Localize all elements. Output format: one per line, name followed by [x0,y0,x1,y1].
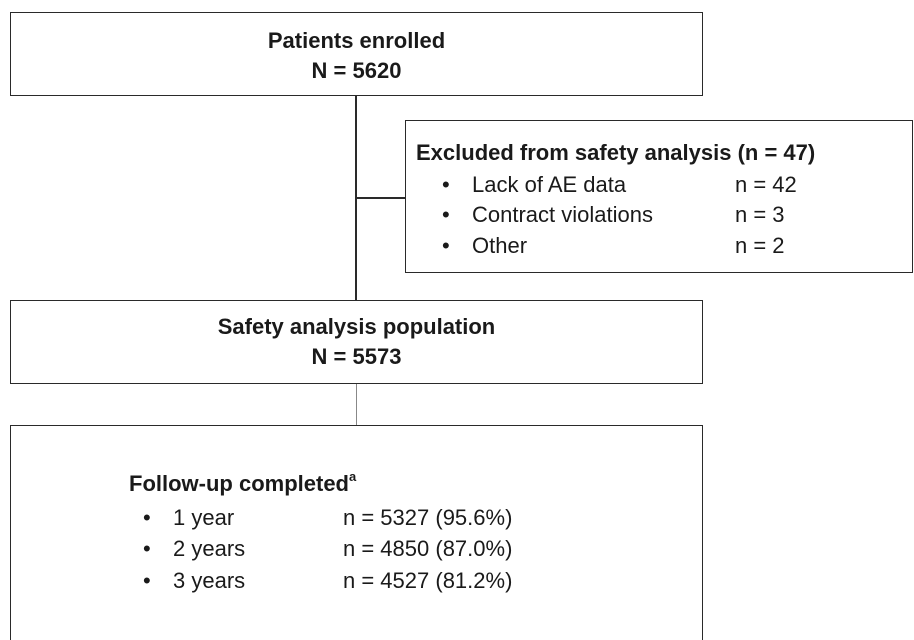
box-title: Patients enrolled [267,28,446,53]
item-count: n = 5327 (95.6%) [343,505,513,530]
enrolled-box: Patients enrolled N = 5620 [10,12,703,96]
item-label: Lack of AE data [442,171,626,199]
item-count: n = 3 [735,202,785,227]
connector [356,383,357,426]
box-title: Excluded from safety analysis (n = 47) [416,140,816,165]
excluded-box: Excluded from safety analysis (n = 47) L… [405,120,913,273]
item-count: n = 4850 (87.0%) [343,536,513,561]
followup-box: Follow-up completeda 1 year n = 5327 (95… [10,425,703,640]
title-text: Follow-up completed [129,471,349,496]
item-label: 1 year [143,504,234,532]
box-count: N = 5573 [311,344,402,369]
box-title: Follow-up completeda [129,470,356,498]
item-label: Contract violations [442,201,653,229]
box-title: Safety analysis population [217,314,496,339]
item-count: n = 42 [735,172,797,197]
item-count: n = 4527 (81.2%) [343,568,513,593]
box-count: N = 5620 [311,58,402,83]
item-label: 2 years [143,535,245,563]
item-count: n = 2 [735,233,785,258]
item-label: 3 years [143,567,245,595]
footnote-mark: a [349,469,357,484]
safety-box: Safety analysis population N = 5573 [10,300,703,384]
connector [356,197,406,199]
item-label: Other [442,232,527,260]
